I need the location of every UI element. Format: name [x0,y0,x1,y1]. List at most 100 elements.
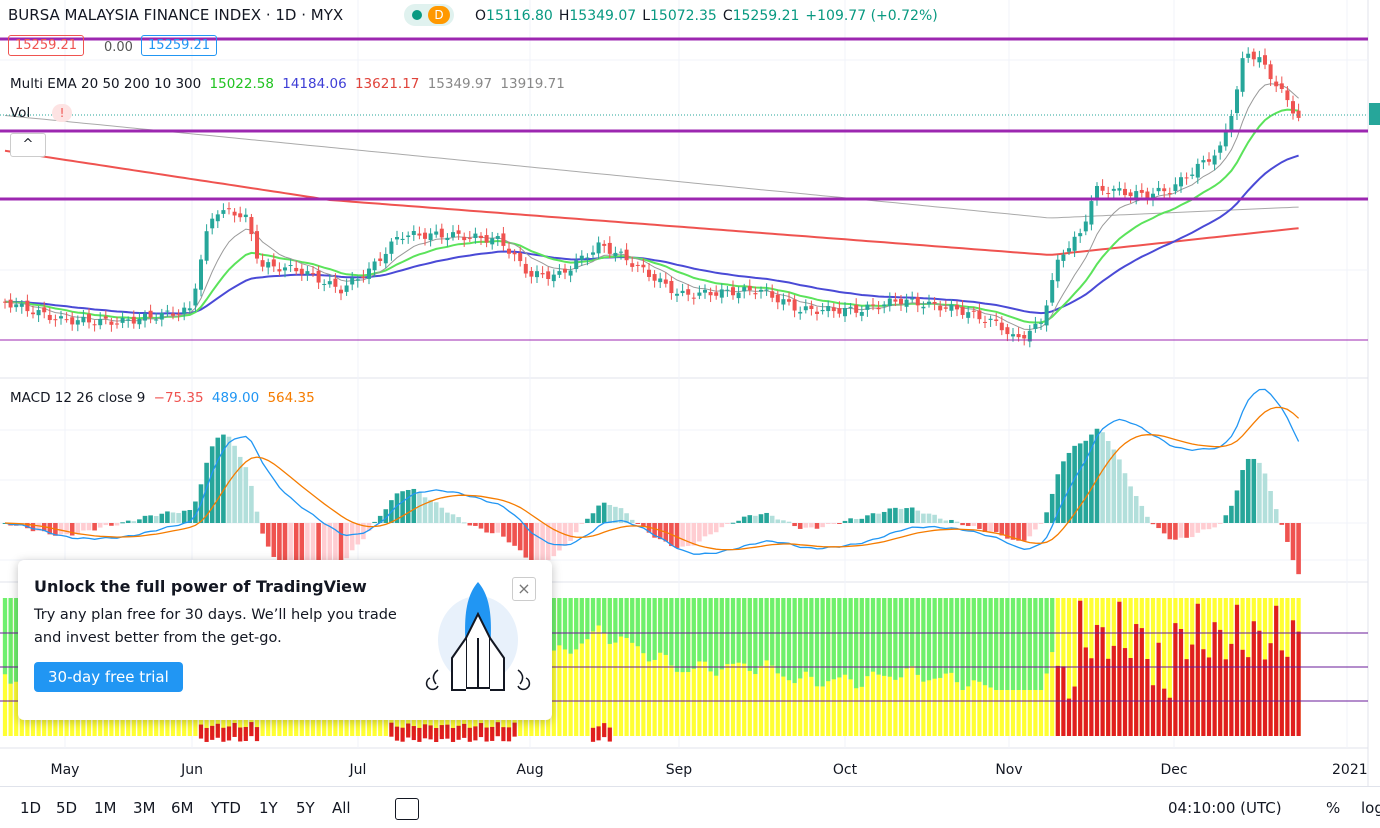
macd-histogram [109,523,114,526]
column [697,598,702,662]
macd-histogram [1268,491,1273,523]
column [938,598,943,678]
promo-title: Unlock the full power of TradingView [34,577,367,596]
column [820,598,825,687]
candle-body [792,299,797,311]
macd-histogram [1016,523,1021,541]
column [1100,627,1105,736]
column [204,727,209,742]
candle-body [316,270,321,283]
candle-body [109,321,114,325]
macd-value: 564.35 [267,390,315,406]
macd-histogram [680,523,685,547]
macd-histogram [719,523,725,528]
candle-body [647,269,651,277]
macd-histogram [1005,523,1010,539]
collapse-button[interactable]: ^ [10,133,46,157]
candle-body [182,307,187,314]
candle-body [1033,323,1038,329]
close-button[interactable]: × [512,577,536,601]
column [1139,628,1144,736]
vol-name: Vol [10,105,31,121]
column [994,598,999,690]
candle-body [428,233,433,241]
column [960,598,965,690]
macd-histogram [926,513,932,523]
percent-toggle[interactable]: % [1326,799,1341,817]
candle-body [955,304,959,310]
candle-body [1263,55,1267,65]
status-pill[interactable]: D [404,4,454,26]
macd-histogram [1178,523,1184,538]
candle-body [165,310,170,312]
macd-histogram [881,511,887,523]
candle-body [215,214,220,222]
macd-histogram [1206,523,1212,530]
candle-body [299,268,304,275]
candle-body [389,241,394,254]
candle-body [966,312,971,318]
macd-histogram [187,509,193,523]
macd-histogram [545,523,551,561]
macd-histogram [69,523,75,536]
range-button[interactable]: 1D [20,799,42,817]
column [1201,649,1206,736]
candle-body [350,277,355,285]
range-button[interactable]: 1M [94,799,117,817]
column [579,598,584,644]
trial-button[interactable]: 30-day free trial [34,662,183,692]
range-button[interactable]: 5D [56,799,78,817]
column [590,727,596,742]
range-button[interactable]: 6M [171,799,194,817]
candle-body [271,259,276,267]
macd-histogram [265,523,271,547]
column [1027,598,1032,690]
column [602,598,607,634]
macd-histogram [713,523,719,533]
macd-histogram [820,523,825,528]
macd-histogram [988,523,993,532]
macd-histogram [377,515,383,523]
macd-histogram [702,523,708,537]
macd-histogram [1273,509,1279,523]
range-button[interactable]: 1Y [259,799,278,817]
macd-histogram [204,462,209,523]
macd-histogram [758,514,764,523]
candle-body [596,242,601,254]
column [1251,621,1256,736]
macd-histogram [1217,523,1223,524]
range-button[interactable]: All [332,799,351,817]
candle-body [451,232,455,238]
column [764,598,769,661]
column [596,598,601,626]
range-button[interactable]: YTD [211,799,241,817]
range-button[interactable]: 5Y [296,799,315,817]
status: D [428,6,450,24]
column [1005,598,1010,690]
range-button[interactable]: 3M [133,799,156,817]
candle-body [64,319,69,321]
vol-alert[interactable]: ! [52,104,72,122]
candle-body [512,252,517,255]
date-range-icon[interactable] [395,798,419,820]
macd-histogram [1145,516,1150,523]
candle-body [770,291,775,298]
log-toggle[interactable]: log [1361,799,1380,817]
candle-body [490,238,495,245]
candle-body [255,231,259,259]
macd-histogram [1055,474,1061,523]
candle-body [87,313,91,323]
macd-histogram [601,502,607,523]
column [1150,685,1156,736]
toolbar-border [0,786,1380,787]
candle-body [1184,177,1189,179]
candle-body [171,313,175,316]
column [803,598,808,672]
macd-histogram [417,492,422,523]
column [422,724,428,739]
macd-histogram [781,520,786,523]
candle-body [322,283,327,285]
promo-text: Try any plan free for 30 days. We’ll hel… [34,607,397,623]
candle-body [456,230,461,234]
macd-histogram [439,507,445,523]
